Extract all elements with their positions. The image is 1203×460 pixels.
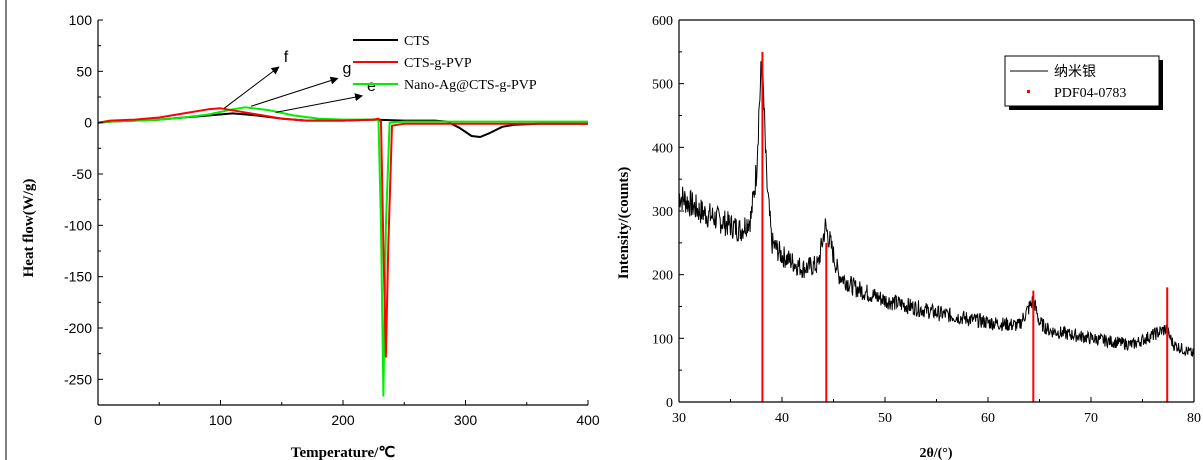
dsc-annotation-f: f: [284, 49, 289, 66]
dsc-annotation-layer: f ge: [223, 49, 376, 113]
xrd-y-tick-label: 500: [652, 78, 673, 93]
xrd-x-tick-label: 40: [775, 411, 789, 426]
dsc-annotation-g: g: [343, 60, 352, 77]
xrd-axes-layer: 30 40 50 60 70 80 0 100 200 300 400 500 600: [652, 14, 1201, 426]
xrd-x-axis-label: 2θ/(°): [919, 446, 952, 460]
dsc-y-tick-label: 100: [69, 12, 93, 28]
xrd-series-nanosilver: [678, 61, 1195, 357]
dsc-chart: f ge 0 100 200 300 400 100 50 0 -50 -100 -150 -200 -2…: [21, 12, 600, 460]
dsc-y-tick-label: -50: [72, 166, 92, 182]
dsc-x-tick-label: 100: [209, 412, 233, 428]
dsc-y-tick-label: -250: [64, 371, 92, 387]
xrd-x-tick-label: 60: [981, 411, 995, 426]
xrd-y-tick-label: 100: [652, 332, 673, 347]
dsc-legend-label: CTS: [404, 34, 430, 49]
dsc-y-tick-label: 0: [84, 115, 92, 131]
xrd-legend-swatch: [1027, 90, 1030, 93]
xrd-series-layer: [678, 51, 1195, 402]
xrd-y-tick-label: 200: [652, 269, 673, 284]
xrd-x-tick-label: 70: [1084, 411, 1098, 426]
xrd-y-tick-label: 300: [652, 205, 673, 220]
dsc-x-axis-label: Temperature/℃: [291, 445, 395, 460]
dsc-x-tick-label: 400: [576, 412, 600, 428]
dsc-annotation-arrow-e: [275, 93, 364, 113]
dsc-series-cts: [97, 112, 588, 138]
dsc-series-cts-g-pvp: [97, 107, 588, 358]
dsc-annotation-e: e: [367, 78, 376, 95]
dsc-y-tick-label: -200: [64, 320, 92, 336]
dsc-legend-label: CTS-g-PVP: [404, 56, 472, 71]
dsc-y-tick-label: -150: [64, 269, 92, 285]
xrd-y-tick-label: 600: [652, 14, 673, 29]
dsc-x-tick-label: 0: [94, 412, 102, 428]
dsc-x-tick-label: 200: [331, 412, 355, 428]
xrd-x-tick-label: 30: [672, 411, 686, 426]
xrd-legend-box: [1004, 55, 1160, 107]
xrd-y-tick-label: 0: [666, 396, 673, 411]
dsc-annotation-arrow-f: [223, 66, 280, 109]
dsc-axes-layer: 0 100 200 300 400 100 50 0 -50 -100 -150 -200 -250: [64, 12, 600, 428]
xrd-y-axis-label: Intensity/(counts): [616, 167, 632, 280]
dsc-x-tick-label: 300: [454, 412, 478, 428]
dsc-series-layer: [97, 106, 588, 397]
xrd-legend: 纳米银 PDF04-0783: [1004, 55, 1163, 110]
xrd-legend-label: PDF04-0783: [1054, 86, 1126, 101]
xrd-chart: 30 40 50 60 70 80 0 100 200 300 400 500 600 纳米银 PDF04…: [616, 14, 1201, 460]
xrd-x-tick-label: 50: [878, 411, 892, 426]
dsc-legend: CTS CTS-g-PVP Nano-Ag@CTS-g-PVP: [353, 34, 537, 93]
dsc-y-axis-label: Heat flow(W/g): [21, 179, 37, 278]
xrd-x-tick-label: 80: [1187, 411, 1201, 426]
dsc-y-tick-label: 50: [76, 63, 92, 79]
dsc-annotation-arrow-g: [250, 76, 339, 107]
dsc-legend-label: Nano-Ag@CTS-g-PVP: [404, 78, 537, 93]
xrd-y-tick-label: 400: [652, 141, 673, 156]
dsc-y-tick-label: -100: [64, 217, 92, 233]
xrd-legend-label: 纳米银: [1054, 64, 1096, 80]
dsc-series-nano-ag-cts-g-pvp: [97, 106, 588, 397]
